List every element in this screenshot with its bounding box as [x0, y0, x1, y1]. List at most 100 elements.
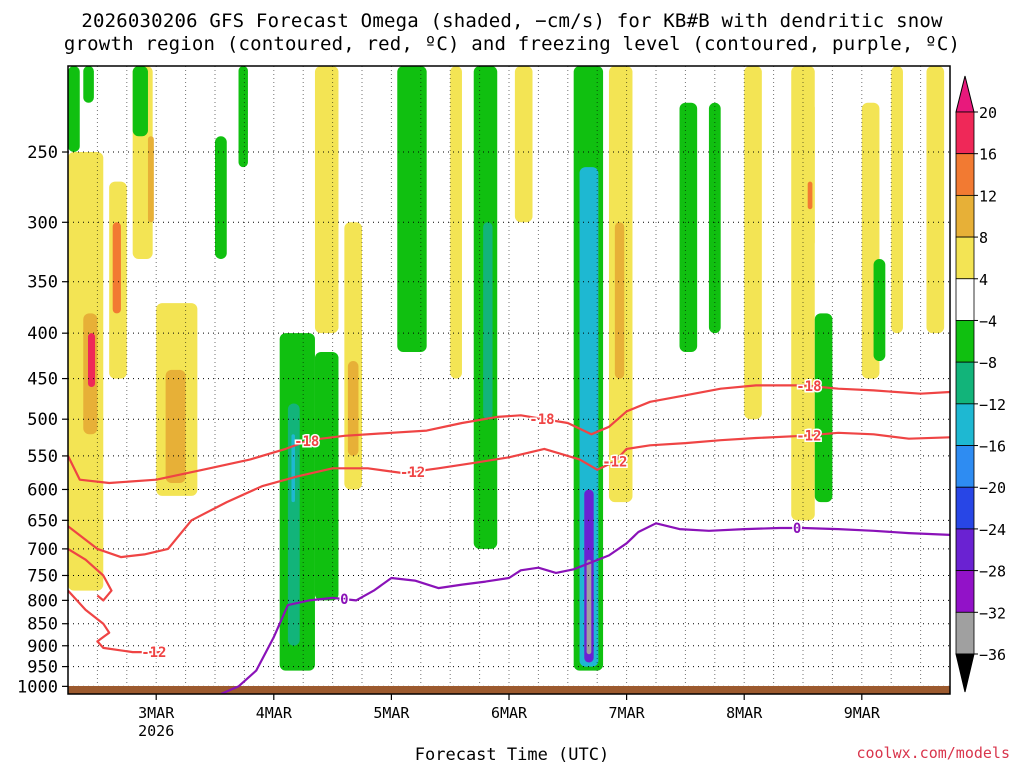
omega-blob — [87, 333, 96, 388]
contour-label: -18 — [796, 379, 821, 395]
omega-blob — [708, 102, 721, 334]
omega-blob — [165, 369, 186, 483]
colorbar-segment — [955, 111, 975, 155]
contour-label: -12 — [141, 645, 166, 661]
colorbar-segment — [955, 528, 975, 572]
contour-label: -18 — [529, 412, 554, 428]
contour-label: -12 — [796, 428, 821, 444]
colorbar-tick-label: 4 — [979, 271, 988, 289]
omega-blob — [132, 66, 148, 137]
colorbar: 20 16 12 8 4 −4 −8 −12 −16 −20 −24 −28 −32 −36 — [955, 75, 1006, 693]
chart-title-line-1: 2026030206 GFS Forecast Omega (shaded, −… — [81, 10, 943, 32]
omega-blob — [805, 102, 815, 248]
dgz-contour — [68, 431, 950, 559]
omega-shading-layer — [68, 66, 945, 671]
colorbar-tick-label: 12 — [979, 187, 997, 205]
colorbar-tick-label: −20 — [979, 479, 1006, 497]
contour-label: -18 — [294, 434, 319, 450]
colorbar-tick-label: 20 — [979, 104, 997, 122]
omega-blob — [397, 66, 427, 352]
colorbar-tick-label: 8 — [979, 229, 988, 247]
omega-blob — [68, 66, 80, 153]
contour-label: -12 — [400, 465, 425, 481]
omega-blob — [238, 66, 248, 168]
colorbar-tick-label: −32 — [979, 604, 1006, 622]
omega-blob — [83, 66, 94, 103]
y-tick-label: 350 — [27, 273, 58, 293]
omega-blob — [483, 222, 493, 420]
colorbar-tick-label: −4 — [979, 312, 997, 330]
y-tick-label: 650 — [27, 511, 58, 531]
y-tick-label: 400 — [27, 324, 58, 344]
colorbar-segment — [955, 236, 975, 280]
ground-strip — [68, 686, 950, 694]
colorbar-segment — [955, 320, 975, 363]
plot-axes: 2503003504004505005506006507007508008509… — [17, 65, 951, 740]
colorbar-top-arrow — [955, 75, 975, 113]
colorbar-tick-label: −28 — [979, 563, 1006, 581]
y-tick-label: 300 — [27, 213, 58, 233]
colorbar-segment — [955, 403, 975, 446]
y-tick-label: 600 — [27, 480, 58, 500]
dgz-contour — [68, 547, 113, 602]
colorbar-segment — [955, 153, 975, 196]
y-tick-label: 800 — [27, 591, 58, 611]
chart-title-line-2: growth region (contoured, red, ºC) and f… — [63, 33, 961, 55]
y-tick-label: 500 — [27, 410, 58, 430]
colorbar-segment — [955, 486, 975, 530]
omega-blob — [891, 66, 903, 334]
y-tick-label: 550 — [27, 447, 58, 467]
y-tick-label: 900 — [27, 637, 58, 657]
colorbar-segment — [955, 570, 975, 613]
omega-blob — [215, 136, 227, 260]
omega-blob — [814, 313, 833, 503]
credit-link[interactable]: coolwx.com/models — [856, 744, 1010, 762]
colorbar-segment — [955, 278, 975, 321]
colorbar-segment — [955, 361, 975, 405]
omega-blob — [873, 259, 886, 362]
x-tick-label: 5MAR — [373, 704, 410, 722]
colorbar-segment — [955, 611, 975, 655]
omega-blob — [287, 403, 300, 646]
omega-blob — [932, 119, 942, 196]
contour-label: 0 — [793, 521, 801, 537]
omega-blob — [514, 66, 533, 223]
omega-blob — [679, 102, 698, 352]
colorbar-tick-label: −36 — [979, 646, 1006, 664]
contour-layer: -18 -18 -18 -12 -12 -12 -12 0 0 — [68, 377, 950, 694]
omega-blob — [112, 222, 121, 314]
omega-blob — [807, 181, 813, 210]
omega-blob — [314, 66, 339, 334]
y-tick-label: 250 — [27, 143, 58, 163]
omega-blob — [744, 66, 762, 420]
colorbar-tick-label: −8 — [979, 354, 997, 372]
x-tick-sublabel: 2026 — [138, 722, 174, 740]
colorbar-segment — [955, 445, 975, 488]
colorbar-bottom-arrow — [955, 653, 975, 693]
x-tick-label: 8MAR — [726, 704, 763, 722]
y-tick-label: 450 — [27, 370, 58, 390]
contour-label: 0 — [340, 592, 348, 608]
dgz-contour — [68, 589, 163, 654]
freezing-level-contour — [220, 522, 950, 694]
y-tick-label: 1000 — [17, 677, 58, 697]
omega-blob — [314, 351, 339, 601]
colorbar-tick-label: −12 — [979, 396, 1006, 414]
omega-blob — [926, 66, 945, 334]
x-tick-label: 4MAR — [256, 704, 293, 722]
x-tick-label: 6MAR — [491, 704, 528, 722]
contour-label: -12 — [602, 454, 627, 470]
x-tick-label: 7MAR — [609, 704, 646, 722]
omega-blob — [291, 434, 295, 503]
x-axis-label: Forecast Time (UTC) — [414, 745, 610, 765]
y-tick-label: 750 — [27, 566, 58, 586]
colorbar-tick-label: 16 — [979, 146, 997, 164]
omega-blob — [586, 559, 592, 655]
omega-blob — [347, 361, 359, 456]
x-tick-label: 9MAR — [844, 704, 881, 722]
y-tick-label: 850 — [27, 615, 58, 635]
omega-blob — [450, 66, 462, 379]
x-tick-label: 3MAR — [138, 704, 175, 722]
colorbar-tick-label: −24 — [979, 521, 1006, 539]
